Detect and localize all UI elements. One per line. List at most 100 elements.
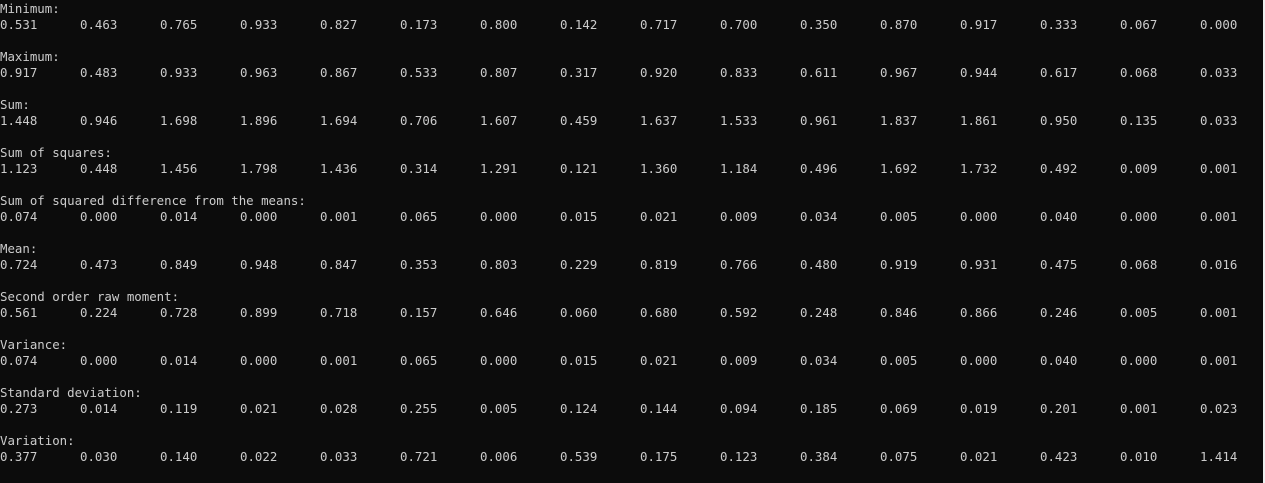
stat-value: 0.948	[240, 257, 278, 272]
stat-value: 0.068	[1120, 257, 1158, 272]
stat-value: 0.866	[960, 305, 998, 320]
stat-section: Sum: 1.448 0.946 1.698 1.896 1.694 0.706 1.607 0…	[0, 96, 1262, 144]
stat-section: Variance: 0.074 0.000 0.014 0.000 0.001 0.065 0…	[0, 336, 1262, 384]
stat-value: 0.700	[720, 17, 758, 32]
stat-value: 0.033	[1200, 65, 1238, 80]
stat-label: Second order raw moment:	[0, 289, 180, 304]
stat-value: 0.173	[400, 17, 438, 32]
stat-value: 0.009	[1120, 161, 1158, 176]
stat-label: Sum of squares:	[0, 145, 112, 160]
stat-value: 1.837	[880, 113, 918, 128]
stat-value: 1.798	[240, 161, 278, 176]
stat-value: 0.473	[80, 257, 118, 272]
stat-value: 0.899	[240, 305, 278, 320]
stat-value: 1.698	[160, 113, 198, 128]
stat-value: 0.273	[0, 401, 38, 416]
stat-value: 0.933	[160, 65, 198, 80]
stat-value: 0.539	[560, 449, 598, 464]
stat-section: Standard deviation: 0.273 0.014 0.119 0.021 0…	[0, 384, 1262, 432]
stat-value: 0.014	[160, 353, 198, 368]
stat-value: 1.184	[720, 161, 758, 176]
stat-label: Sum:	[0, 97, 30, 112]
stat-value: 0.028	[320, 401, 358, 416]
stat-value: 0.463	[80, 17, 118, 32]
stat-label: Variation:	[0, 433, 75, 448]
stat-value: 0.001	[1200, 353, 1238, 368]
stat-value: 0.040	[1040, 353, 1078, 368]
stat-value: 0.094	[720, 401, 758, 416]
stat-value: 0.000	[240, 209, 278, 224]
stat-value: 1.456	[160, 161, 198, 176]
stat-section: Maximum: 0.917 0.483 0.933 0.963 0.867 0.533 0.…	[0, 48, 1262, 96]
stat-value: 0.021	[240, 401, 278, 416]
stat-value: 0.350	[800, 17, 838, 32]
stat-value: 0.314	[400, 161, 438, 176]
stat-value: 0.014	[160, 209, 198, 224]
stat-value: 0.034	[800, 353, 838, 368]
stat-value: 0.847	[320, 257, 358, 272]
stat-value: 0.827	[320, 17, 358, 32]
stat-value: 0.492	[1040, 161, 1078, 176]
stat-value: 0.040	[1040, 209, 1078, 224]
stat-value: 0.001	[320, 209, 358, 224]
stat-value: 0.001	[1120, 401, 1158, 416]
stat-value: 0.229	[560, 257, 598, 272]
stat-value: 0.001	[1200, 209, 1238, 224]
stat-value: 0.074	[0, 353, 38, 368]
stat-value: 0.561	[0, 305, 38, 320]
stat-value: 0.000	[480, 209, 518, 224]
stat-value: 0.333	[1040, 17, 1078, 32]
stat-value: 1.896	[240, 113, 278, 128]
stat-value: 0.068	[1120, 65, 1158, 80]
stat-value: 0.448	[80, 161, 118, 176]
stat-value: 0.001	[320, 353, 358, 368]
stat-value: 0.533	[400, 65, 438, 80]
stat-value: 0.611	[800, 65, 838, 80]
stat-value: 0.721	[400, 449, 438, 464]
stat-value: 0.803	[480, 257, 518, 272]
stat-value: 0.021	[640, 209, 678, 224]
stat-value: 0.121	[560, 161, 598, 176]
stat-value: 0.009	[720, 353, 758, 368]
stat-value: 1.694	[320, 113, 358, 128]
stat-value: 0.005	[880, 209, 918, 224]
stat-value: 0.119	[160, 401, 198, 416]
stat-section: Minimum: 0.531 0.463 0.765 0.933 0.827 0.173 0.…	[0, 0, 1262, 48]
stat-value: 0.015	[560, 209, 598, 224]
stat-value: 0.917	[960, 17, 998, 32]
stat-value: 0.124	[560, 401, 598, 416]
stat-values-row: 0.724 0.473 0.849 0.948 0.847 0.353 0.803 0.229…	[0, 257, 1262, 273]
stat-value: 0.000	[1200, 17, 1238, 32]
stat-value: 0.006	[480, 449, 518, 464]
scrollbar[interactable]	[1263, 0, 1265, 483]
stat-value: 0.019	[960, 401, 998, 416]
stat-value: 0.706	[400, 113, 438, 128]
stat-values-row: 1.448 0.946 1.698 1.896 1.694 0.706 1.607 0.459…	[0, 113, 1262, 129]
stat-value: 0.000	[240, 353, 278, 368]
stat-value: 0.015	[560, 353, 598, 368]
stat-value: 0.001	[1200, 161, 1238, 176]
stat-value: 0.849	[160, 257, 198, 272]
stat-section: Sum of squared difference from the means…	[0, 192, 1262, 240]
stat-label: Variance:	[0, 337, 68, 352]
stat-value: 0.033	[320, 449, 358, 464]
stat-value: 0.800	[480, 17, 518, 32]
stat-value: 0.140	[160, 449, 198, 464]
stat-value: 1.123	[0, 161, 38, 176]
stat-value: 0.933	[240, 17, 278, 32]
stat-value: 0.033	[1200, 113, 1238, 128]
stat-value: 0.175	[640, 449, 678, 464]
stat-value: 0.617	[1040, 65, 1078, 80]
stat-value: 1.448	[0, 113, 38, 128]
stat-value: 0.766	[720, 257, 758, 272]
stat-value: 0.807	[480, 65, 518, 80]
stat-value: 0.065	[400, 353, 438, 368]
stat-value: 0.377	[0, 449, 38, 464]
stat-value: 1.607	[480, 113, 518, 128]
stat-value: 0.014	[80, 401, 118, 416]
stat-value: 0.060	[560, 305, 598, 320]
stat-value: 0.944	[960, 65, 998, 80]
stat-value: 0.920	[640, 65, 678, 80]
stat-value: 0.000	[1120, 209, 1158, 224]
